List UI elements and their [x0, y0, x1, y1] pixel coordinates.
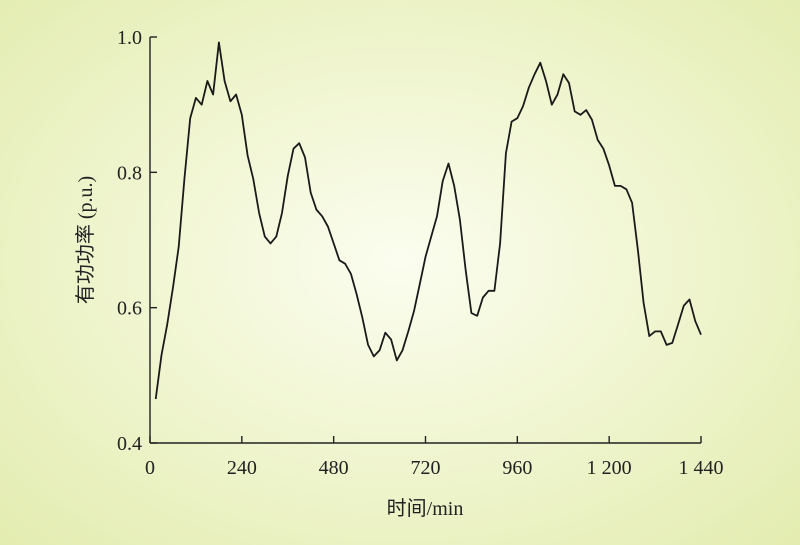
x-tick-label: 1 440 — [679, 457, 724, 479]
series-layer — [154, 41, 702, 400]
x-tick-label: 480 — [319, 457, 349, 479]
y-tick-label: 0.6 — [117, 298, 142, 320]
y-axis-title: 有功功率 (p.u.) — [74, 176, 97, 304]
series-line — [154, 41, 702, 400]
x-tick-label: 0 — [145, 457, 155, 479]
x-tick-label: 720 — [411, 457, 441, 479]
y-tick-label: 0.4 — [117, 433, 142, 455]
x-tick-label: 960 — [502, 457, 532, 479]
axes: 0 240 480 720 960 1 200 1 440 0.4 0.6 0.8 1.0 — [117, 27, 724, 479]
x-axis-title: 时间/min — [387, 497, 464, 520]
y-tick-label: 0.8 — [117, 162, 142, 184]
x-tick-label: 240 — [227, 457, 257, 479]
x-tick-label: 1 200 — [587, 457, 632, 479]
y-tick-label: 1.0 — [117, 27, 142, 49]
